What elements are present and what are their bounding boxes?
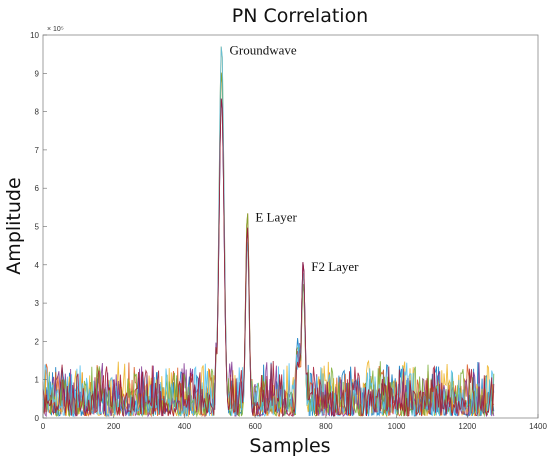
correlation-trace (42, 72, 495, 418)
correlation-trace (42, 98, 495, 418)
y-tick-label: 0 (35, 414, 40, 423)
peak-label: F2 Layer (311, 259, 359, 274)
x-axis-title: Samples (249, 435, 330, 457)
correlation-trace (42, 98, 495, 418)
y-tick-label: 7 (35, 146, 40, 155)
y-tick-label: 9 (35, 69, 40, 78)
x-tick-label: 800 (319, 422, 333, 431)
x-tick-label: 1000 (388, 422, 406, 431)
plot-area-frame (42, 34, 539, 419)
y-tick-label: 8 (35, 108, 40, 117)
x-tick-label: 1400 (529, 422, 547, 431)
x-axis-ticks: 0 200 400 600 800 1000 1200 1400 (41, 414, 547, 431)
peak-label: E Layer (255, 209, 297, 224)
x-tick-label: 1200 (458, 422, 476, 431)
y-axis-title: Amplitude (3, 177, 25, 274)
y-tick-label: 5 (35, 223, 40, 232)
correlation-trace (42, 72, 495, 418)
y-tick-label: 3 (35, 299, 40, 308)
peak-label: Groundwave (230, 43, 297, 58)
y-tick-label: 2 (35, 337, 40, 346)
y-tick-label: 1 (35, 376, 40, 385)
x-tick-label: 0 (41, 422, 46, 431)
x-tick-label: 600 (248, 422, 262, 431)
correlation-trace (42, 46, 495, 418)
y-tick-label: 4 (35, 261, 40, 270)
chart-title: PN Correlation (232, 5, 368, 27)
correlation-trace (42, 98, 495, 418)
y-tick-label: 10 (30, 31, 39, 40)
y-axis-ticks: 0 1 2 3 4 5 6 7 8 9 10 (30, 31, 47, 423)
correlation-traces (42, 46, 495, 418)
peak-annotations: Groundwave E Layer F2 Layer (230, 43, 360, 274)
correlation-trace (42, 46, 495, 418)
x-tick-label: 200 (107, 422, 121, 431)
x-tick-label: 400 (178, 422, 192, 431)
y-tick-label: 6 (35, 184, 40, 193)
y-axis-multiplier: × 10⁵ (47, 26, 64, 33)
